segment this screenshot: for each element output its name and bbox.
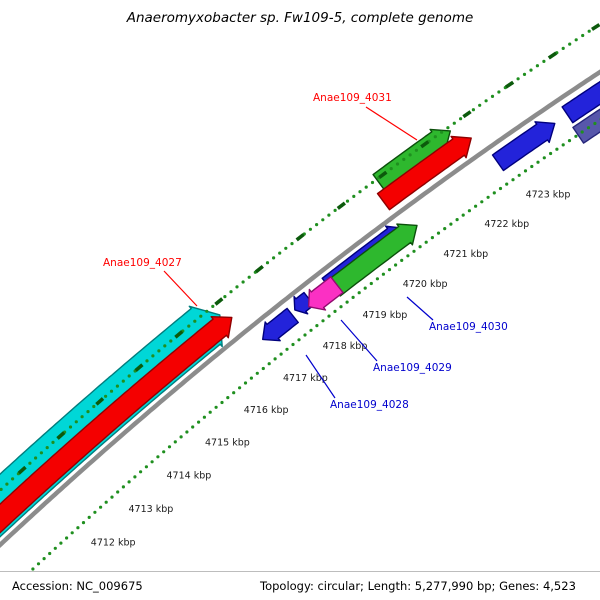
genome-backbone (0, 69, 600, 549)
ruler-label-4717: 4717 kbp (283, 373, 328, 384)
gene-label-text: Anae109_4027 (103, 257, 182, 269)
ruler-label-4720: 4720 kbp (403, 279, 448, 290)
gene-label-leader-line (340, 319, 378, 362)
ruler-labels-group: 4712 kbp 4713 kbp 4714 kbp 4715 kbp 4716 kbp… (91, 190, 571, 549)
ruler-label-4719: 4719 kbp (363, 310, 408, 321)
gene-label-leader-line (163, 270, 198, 307)
feature-slate[interactable] (572, 76, 600, 144)
status-bar: Accession: NC_009675 Topology: circular;… (0, 571, 600, 600)
feature-blue-a[interactable] (491, 121, 556, 172)
gene-feature-Anae109_4028[interactable] (262, 307, 299, 342)
gene-label-Anae109_4028: Anae109_4028 (305, 354, 409, 411)
backbone-group (0, 69, 600, 549)
ruler-label-4722: 4722 kbp (484, 219, 529, 230)
gene-label-leader-line (365, 106, 418, 141)
gene-feature-Anae109_4027[interactable] (0, 316, 233, 572)
gene-feature-Anae109_4029[interactable] (307, 276, 344, 311)
gene-label-text: Anae109_4031 (313, 92, 392, 104)
ruler-label-4721: 4721 kbp (443, 249, 488, 260)
gene-label-leader-line (305, 354, 336, 399)
gene-labels-group: Anae109_4031 Anae109_4027 Anae109_4030 Anae… (103, 92, 508, 411)
gene-feature-Anae109_4031[interactable] (376, 135, 472, 211)
gene-label-text: Anae109_4028 (330, 399, 409, 411)
gene-label-leader-line (406, 296, 434, 321)
ruler-label-4716: 4716 kbp (244, 405, 289, 416)
gene-feature-Anae109_4030[interactable] (327, 223, 418, 297)
status-accession: Accession: NC_009675 (12, 579, 143, 593)
gene-label-Anae109_4029: Anae109_4029 (340, 319, 452, 374)
ruler-label-4713: 4713 kbp (129, 504, 174, 515)
gene-label-Anae109_4030: Anae109_4030 (406, 296, 508, 333)
gene-features-group[interactable] (0, 62, 600, 572)
ruler-dots-group (0, 25, 600, 571)
genome-title: Anaeromyxobacter sp. Fw109-5, complete g… (126, 10, 474, 26)
ruler-label-4723: 4723 kbp (526, 190, 571, 201)
gene-label-Anae109_4031: Anae109_4031 (313, 92, 418, 141)
gene-label-Anae109_4027: Anae109_4027 (103, 257, 198, 307)
ruler-label-4712: 4712 kbp (91, 538, 136, 549)
gene-label-text: Anae109_4029 (373, 362, 452, 374)
genome-map-canvas[interactable]: 4712 kbp 4713 kbp 4714 kbp 4715 kbp 4716 kbp… (0, 0, 600, 572)
status-summary: Topology: circular; Length: 5,277,990 bp… (260, 579, 576, 593)
ruler-ticks-group (17, 23, 600, 475)
ruler-label-4715: 4715 kbp (205, 437, 250, 448)
feature-blue-b[interactable] (561, 62, 600, 124)
gene-label-text: Anae109_4030 (429, 321, 508, 333)
ruler-label-4714: 4714 kbp (167, 470, 212, 481)
ruler-label-4718: 4718 kbp (323, 341, 368, 352)
